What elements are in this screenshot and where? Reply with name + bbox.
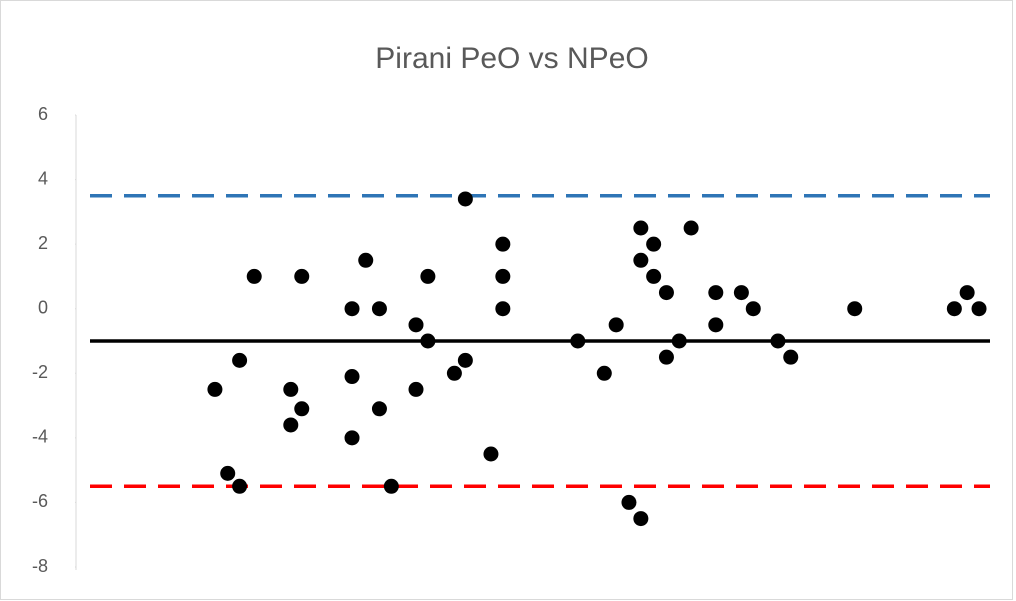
point [371, 301, 387, 317]
point [621, 494, 637, 510]
point [733, 285, 749, 301]
point [646, 268, 662, 284]
point [344, 369, 360, 385]
y-tick-label: -6 [32, 491, 48, 511]
point [246, 268, 262, 284]
point [220, 465, 236, 481]
point [446, 365, 462, 381]
point [344, 430, 360, 446]
y-tick-label: -8 [32, 556, 48, 576]
point [770, 333, 786, 349]
point [633, 220, 649, 236]
point [283, 417, 299, 433]
point [294, 401, 310, 417]
y-tick-label: 2 [38, 233, 48, 253]
point [646, 236, 662, 252]
point [708, 317, 724, 333]
y-tick-label: -4 [32, 427, 48, 447]
point [608, 317, 624, 333]
point [596, 365, 612, 381]
y-tick-label: 0 [38, 297, 48, 317]
point [232, 352, 248, 368]
y-tick-label: -2 [32, 362, 48, 382]
point [495, 236, 511, 252]
point [633, 252, 649, 268]
point [495, 301, 511, 317]
point [408, 381, 424, 397]
point [847, 301, 863, 317]
point [283, 381, 299, 397]
point [371, 401, 387, 417]
chart-title: Pirani PeO vs NPeO [375, 42, 648, 75]
point [383, 478, 399, 494]
point [358, 252, 374, 268]
point [207, 381, 223, 397]
point [420, 268, 436, 284]
point [946, 301, 962, 317]
point [294, 268, 310, 284]
point [708, 285, 724, 301]
point [658, 285, 674, 301]
point [408, 317, 424, 333]
point [344, 301, 360, 317]
point [658, 349, 674, 365]
point [671, 333, 687, 349]
point [959, 285, 975, 301]
point [633, 511, 649, 527]
point [570, 333, 586, 349]
point [483, 446, 499, 462]
point [232, 478, 248, 494]
point [971, 301, 987, 317]
y-tick-label: 6 [38, 104, 48, 124]
point [783, 349, 799, 365]
point [495, 268, 511, 284]
point [683, 220, 699, 236]
point [420, 333, 436, 349]
point [745, 301, 761, 317]
point [457, 191, 473, 207]
y-tick-label: 4 [38, 168, 48, 188]
point [457, 352, 473, 368]
